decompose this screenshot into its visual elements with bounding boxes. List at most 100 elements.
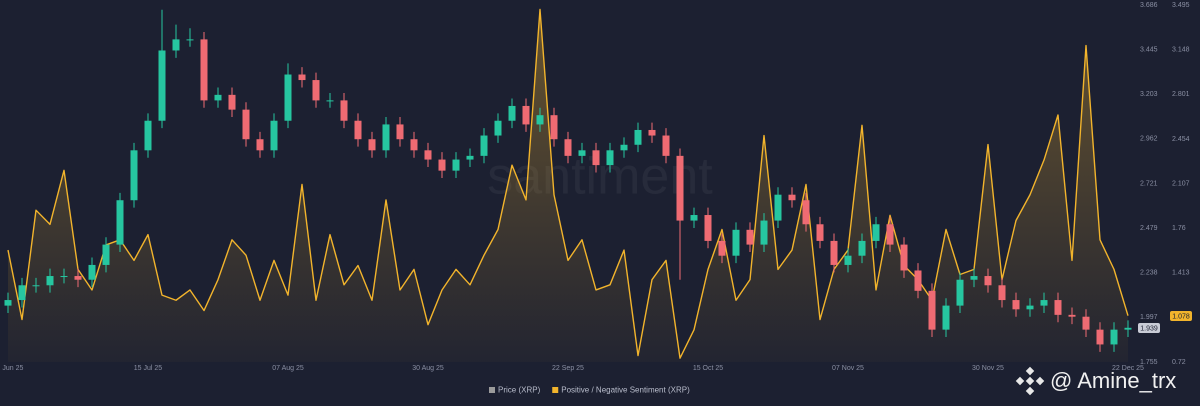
candle-body (844, 255, 852, 265)
plot-area: 1.755 1.997 2.238 2.479 2.721 2.962 3.203 3.445… (0, 2, 1192, 372)
candle-body (4, 300, 12, 306)
current-price-label: 1.939 (1140, 325, 1158, 332)
candle-body (46, 276, 54, 286)
current-sentiment-tag (1170, 310, 1192, 321)
candle-body (970, 276, 978, 280)
candle-body (760, 220, 768, 245)
current-sentiment-label: 1.078 (1172, 313, 1190, 320)
candle-body (816, 224, 824, 241)
candle-body (32, 285, 40, 287)
candle-body (312, 80, 320, 101)
candle-body (900, 244, 908, 271)
candle-body (564, 139, 572, 156)
candle-body (914, 270, 922, 291)
x-tick-label: 07 Aug 25 (272, 365, 304, 372)
legend-swatch (552, 387, 559, 393)
y-tick-label: 2.721 (1140, 180, 1158, 187)
candle-body (158, 50, 166, 121)
candle-body (648, 129, 656, 136)
candle-body (466, 155, 474, 160)
candle-body (60, 276, 68, 278)
candle-body (298, 74, 306, 81)
candle-body (396, 124, 404, 140)
candle-body (270, 120, 278, 151)
candle-body (368, 139, 376, 151)
candle-body (928, 290, 936, 330)
x-tick-label: 30 Aug 25 (412, 365, 444, 372)
candle-body (452, 159, 460, 171)
candle-body (18, 285, 26, 301)
candle-body (1068, 314, 1076, 317)
x-tick-label: 15 Oct 25 (693, 365, 723, 372)
candle-body (186, 39, 194, 41)
x-tick-label: 22 Dec 25 (1112, 365, 1144, 372)
candle-body (998, 285, 1006, 301)
candle-body (214, 94, 222, 101)
candle-body (872, 224, 880, 241)
y-tick-label: 1.997 (1140, 314, 1158, 321)
candle-body (732, 229, 740, 256)
sentiment-line (7, 8, 1129, 359)
y-tick-label: 2.238 (1140, 270, 1158, 277)
candle-body (620, 144, 628, 151)
legend-swatch (489, 387, 495, 393)
candle-body (88, 264, 96, 280)
candle-body (256, 139, 264, 151)
candle-body (1012, 300, 1020, 310)
candle-body (788, 194, 796, 201)
x-tick-label: 15 Jul 25 (134, 365, 163, 372)
y-tick-label: 2.962 (1140, 136, 1158, 143)
candle-body (382, 124, 390, 151)
candle-body (1096, 329, 1104, 345)
candle-body (1124, 327, 1132, 330)
legend-label: Positive / Negative Sentiment (XRP) (561, 386, 690, 395)
candle-body (858, 240, 866, 256)
candle-body (634, 129, 642, 145)
candle-body (284, 74, 292, 121)
candle-body (494, 120, 502, 136)
candle-body (172, 39, 180, 51)
y2-tick-label: 1.413 (1172, 270, 1190, 277)
candle-body (242, 109, 250, 140)
candle-body (410, 139, 418, 151)
x-tick-label: 22 Sep 25 (552, 365, 584, 372)
y2-tick-label: 3.495 (1172, 2, 1190, 9)
legend: Price (XRP) Positive / Negative Sentiment… (489, 386, 690, 395)
candle-body (1082, 316, 1090, 330)
candle-body (956, 279, 964, 306)
y2-tick-label: 3.148 (1172, 46, 1190, 53)
y-tick-label: 3.203 (1140, 91, 1158, 98)
y2-tick-label: 2.801 (1172, 91, 1190, 98)
candle-body (508, 105, 516, 121)
legend-label: Price (XRP) (498, 386, 541, 395)
y-tick-label: 3.445 (1140, 46, 1158, 53)
sentiment-area (8, 9, 1128, 362)
y2-tick-label: 0.72 (1172, 359, 1186, 366)
candle-body (438, 159, 446, 171)
attribution-text: @ Amine_trx (1050, 368, 1176, 393)
candle-body (116, 200, 124, 245)
y2-tick-label: 2.454 (1172, 136, 1190, 143)
candle-body (536, 115, 544, 125)
candle-body (704, 215, 712, 241)
candle-body (480, 135, 488, 156)
candle-body (606, 150, 614, 166)
candle-body (1040, 300, 1048, 306)
candle-body (326, 100, 334, 102)
x-tick-label: 07 Nov 25 (832, 365, 864, 372)
candle-body (592, 150, 600, 166)
x-tick-label: 22 Jun 25 (0, 365, 23, 372)
y-tick-label: 1.755 (1140, 359, 1158, 366)
candle-body (228, 94, 236, 110)
y-tick-label: 3.686 (1140, 2, 1158, 9)
candle-body (802, 200, 810, 225)
candle-body (1026, 305, 1034, 310)
x-tick-label: 30 Nov 25 (972, 365, 1004, 372)
candle-body (74, 276, 82, 280)
candle-body (144, 120, 152, 151)
candle-body (942, 305, 950, 330)
candle-body (718, 240, 726, 256)
candle-body (690, 215, 698, 221)
candle-body (1110, 329, 1118, 345)
candle-body (662, 135, 670, 156)
